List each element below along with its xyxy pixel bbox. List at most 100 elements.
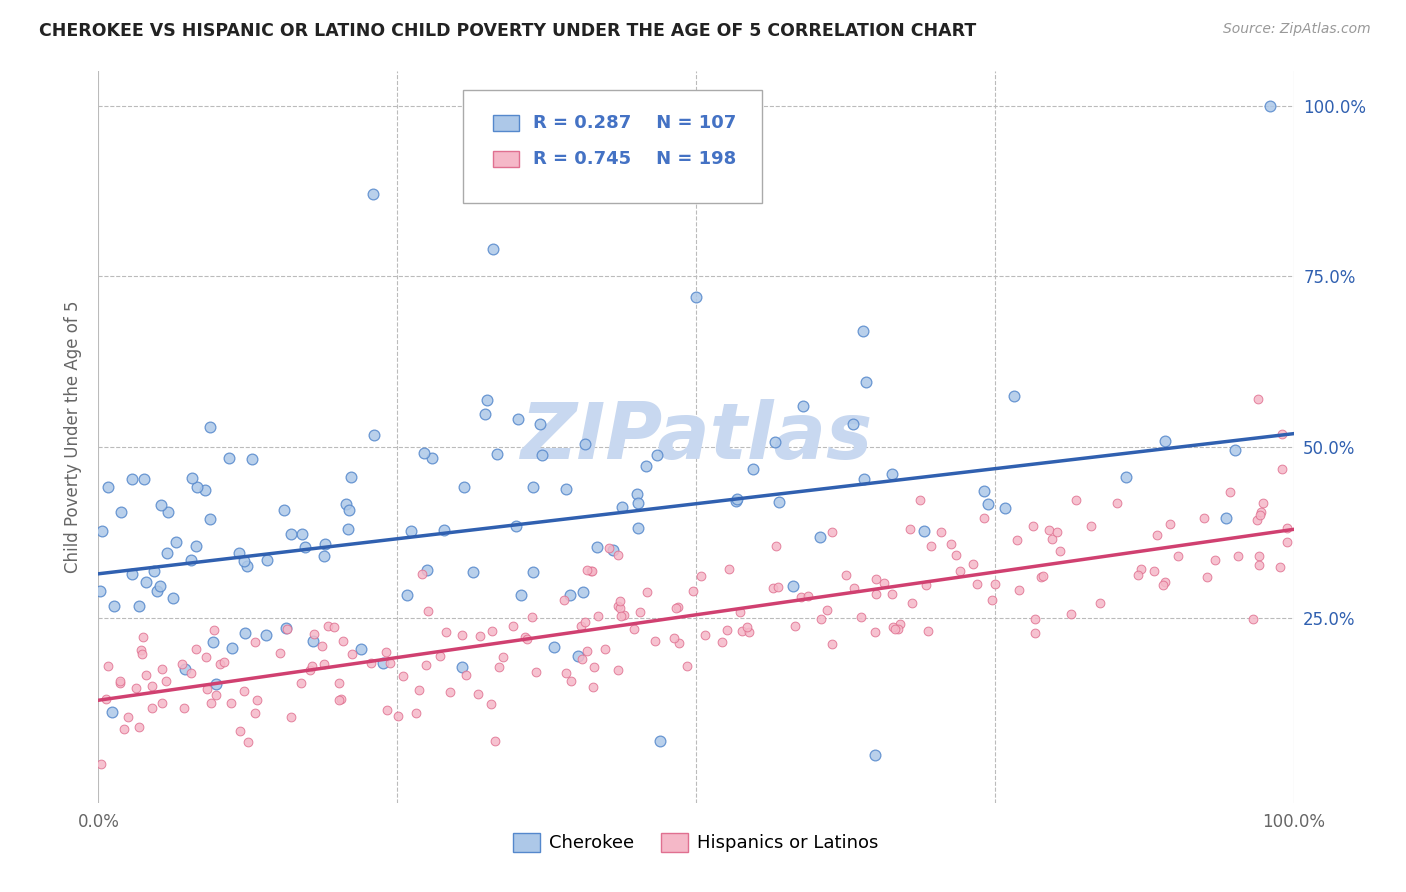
Point <box>693 628 716 642</box>
Point <box>973 511 995 525</box>
Point <box>543 640 565 654</box>
Point <box>89 583 111 598</box>
Point <box>108 676 131 690</box>
Point <box>371 657 394 671</box>
Point <box>572 585 595 599</box>
Point <box>316 619 339 633</box>
Point <box>574 437 596 451</box>
Point <box>1215 511 1237 525</box>
Point <box>461 565 484 579</box>
Point <box>302 634 325 648</box>
Point <box>197 682 219 697</box>
Point <box>636 584 658 599</box>
Point <box>1258 98 1281 112</box>
Point <box>194 650 217 665</box>
Point <box>481 242 505 256</box>
Point <box>157 505 180 519</box>
Point <box>901 596 924 610</box>
Point <box>439 685 461 699</box>
Point <box>97 659 120 673</box>
Point <box>415 658 437 673</box>
Point <box>966 577 988 591</box>
Point <box>821 637 844 651</box>
Point <box>648 734 672 748</box>
Point <box>790 590 813 604</box>
Point <box>301 659 323 673</box>
Point <box>146 584 169 599</box>
Point <box>844 581 866 595</box>
Point <box>174 662 197 676</box>
Point <box>156 546 179 560</box>
Point <box>96 692 118 706</box>
Point <box>488 660 510 674</box>
Point <box>576 564 599 578</box>
Point <box>221 640 243 655</box>
Point <box>328 693 350 707</box>
Point <box>645 448 668 462</box>
Point <box>835 567 858 582</box>
Point <box>628 605 651 619</box>
Point <box>453 480 475 494</box>
Point <box>474 408 496 422</box>
Point <box>454 668 477 682</box>
Point <box>853 472 876 486</box>
Point <box>509 589 531 603</box>
Point <box>90 524 112 538</box>
Point <box>682 584 704 599</box>
Point <box>1249 508 1271 523</box>
Point <box>718 562 741 576</box>
Point <box>332 633 354 648</box>
Point <box>173 701 195 715</box>
Point <box>328 676 350 690</box>
Text: CHEROKEE VS HISPANIC OR LATINO CHILD POVERTY UNDER THE AGE OF 5 CORRELATION CHAR: CHEROKEE VS HISPANIC OR LATINO CHILD POV… <box>39 22 977 40</box>
Point <box>725 493 748 508</box>
Point <box>242 452 264 467</box>
Point <box>311 639 333 653</box>
FancyBboxPatch shape <box>494 151 519 167</box>
Point <box>434 624 457 639</box>
Point <box>363 427 385 442</box>
Point <box>395 588 418 602</box>
Point <box>610 500 633 514</box>
Point <box>411 566 433 581</box>
Point <box>492 649 515 664</box>
Point <box>522 480 544 494</box>
Point <box>502 618 524 632</box>
Point <box>728 605 751 619</box>
Point <box>117 709 139 723</box>
Point <box>184 642 207 657</box>
Point <box>1038 523 1060 537</box>
Point <box>873 575 896 590</box>
Point <box>815 603 838 617</box>
Point <box>598 541 620 555</box>
Point <box>1247 549 1270 563</box>
Point <box>198 511 221 525</box>
Point <box>184 539 207 553</box>
Point <box>666 600 689 615</box>
Text: ZIPatlas: ZIPatlas <box>520 399 872 475</box>
Point <box>1115 470 1137 484</box>
Point <box>274 621 297 635</box>
Point <box>150 662 173 676</box>
Point <box>172 657 194 671</box>
Point <box>1219 485 1241 500</box>
Point <box>392 668 415 682</box>
Point <box>586 541 609 555</box>
Point <box>256 552 278 566</box>
Point <box>420 451 443 466</box>
Point <box>1046 524 1069 539</box>
Point <box>337 503 360 517</box>
Legend: Cherokee, Hispanics or Latinos: Cherokee, Hispanics or Latinos <box>506 826 886 860</box>
Point <box>150 696 173 710</box>
Point <box>339 470 361 484</box>
Point <box>558 588 581 602</box>
Point <box>269 646 291 660</box>
Point <box>90 757 112 772</box>
Point <box>505 519 527 533</box>
Point <box>101 705 124 719</box>
Point <box>314 537 336 551</box>
Point <box>375 703 398 717</box>
Point <box>898 522 921 536</box>
Point <box>529 417 551 431</box>
Y-axis label: Child Poverty Under the Age of 5: Child Poverty Under the Age of 5 <box>63 301 82 574</box>
